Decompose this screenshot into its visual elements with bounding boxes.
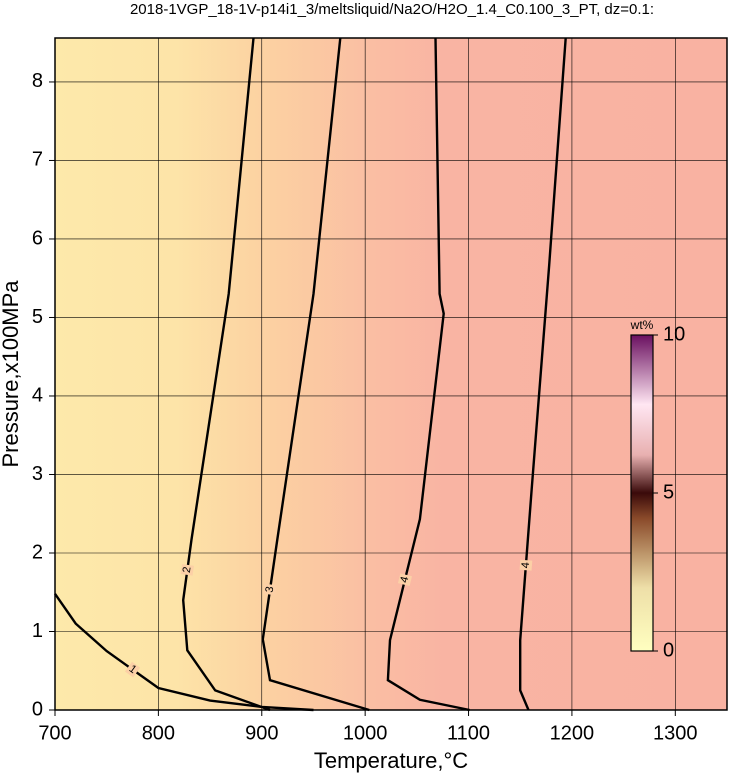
contour-label: 4 (520, 562, 532, 569)
plot-frame (54, 37, 728, 711)
x-axis-label: Temperature,°C (314, 748, 468, 773)
y-tick-label: 7 (32, 149, 43, 171)
contour-label: 2 (181, 566, 194, 574)
x-tick-label: 1000 (343, 722, 388, 744)
x-tick-label: 800 (142, 722, 175, 744)
chart-title: 2018-1VGP_18-1V-p14i1_3/meltsliquid/Na2O… (130, 1, 654, 18)
y-tick-label: 2 (32, 541, 43, 563)
contour-label-bg (397, 573, 412, 586)
contour-label: 3 (264, 586, 277, 594)
colorbar-scale (630, 334, 654, 652)
contour-label: 4 (398, 575, 411, 584)
contour-line (181, 37, 271, 712)
contour-label-bg (180, 564, 194, 576)
y-tick-label: 5 (32, 306, 43, 328)
contour-label-bg (124, 661, 141, 678)
contours: 1 2 3 4 4 (54, 37, 567, 712)
grid (54, 38, 727, 711)
contour-label-bg (519, 559, 533, 571)
y-tick-label: 3 (32, 463, 43, 485)
x-tick-label: 700 (38, 722, 71, 744)
y-tick-label: 8 (32, 70, 43, 92)
y-axis-label: Pressure,x100MPa (0, 280, 23, 468)
plot-background (55, 38, 727, 710)
x-tick-label: 900 (245, 722, 278, 744)
x-tick-label: 1300 (653, 722, 698, 744)
colorbar-tick-label: 0 (663, 639, 674, 661)
colorbar: wt% 0 5 10 (630, 318, 686, 661)
x-tick-label: 1200 (550, 722, 595, 744)
y-tick-label: 4 (32, 384, 43, 406)
contour-label: 1 (127, 663, 139, 676)
colorbar-tick-label: 5 (663, 481, 674, 503)
colorbar-label: wt% (630, 318, 654, 332)
colorbar-tick-label: 10 (663, 323, 685, 345)
y-tick-label: 0 (32, 698, 43, 720)
y-tick-label: 6 (32, 227, 43, 249)
x-tick-label: 1100 (447, 722, 490, 744)
y-tick-label: 1 (32, 620, 43, 642)
contour-label-bg (263, 583, 277, 596)
